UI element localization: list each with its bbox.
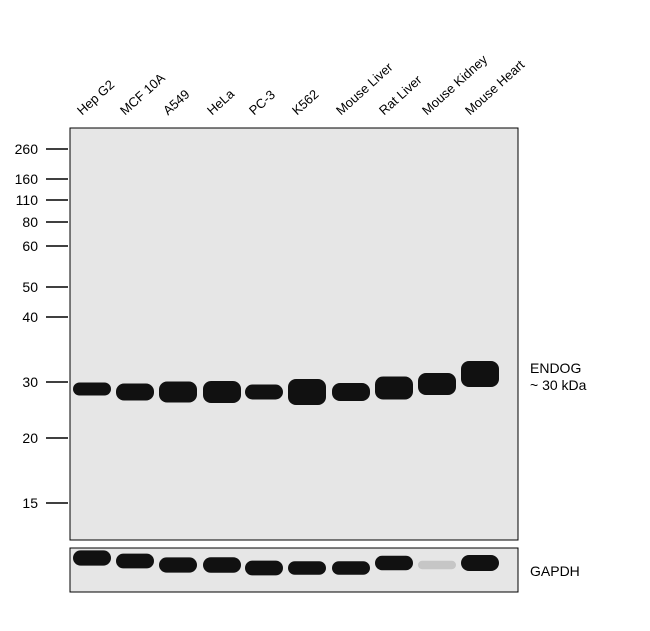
marker-ticks [46,148,68,504]
gapdh-band [332,561,370,575]
main-blot-panel [69,127,519,541]
target-size: ~ 30 kDa [530,377,587,393]
gapdh-band [116,553,154,569]
gapdh-band [73,550,111,566]
endog-band [203,381,241,403]
mw-label: 160 [14,171,38,187]
endog-band [245,384,283,400]
endog-band [73,382,111,396]
endog-bands [73,361,499,405]
endog-band [159,381,197,403]
target-label: ENDOG ~ 30 kDa [530,360,586,394]
gapdh-band [159,557,197,573]
mw-label: 30 [22,374,38,390]
gapdh-band [375,555,413,571]
endog-band [332,383,370,401]
loading-control-label: GAPDH [530,563,580,579]
mw-label: 80 [22,214,38,230]
gapdh-band [203,557,241,573]
gapdh-bands [73,550,499,576]
endog-band [288,379,326,405]
mw-label: 15 [22,495,38,511]
mw-label: 40 [22,309,38,325]
mw-label: 50 [22,279,38,295]
endog-band [116,383,154,401]
endog-band [418,373,456,395]
gapdh-band [418,560,456,570]
gapdh-band [461,555,499,571]
mw-label: 20 [22,430,38,446]
mw-label: 110 [15,192,38,208]
mw-label: 260 [14,141,38,157]
gapdh-band [245,560,283,576]
endog-band [375,376,413,400]
mw-label: 60 [22,238,38,254]
gapdh-band [288,561,326,575]
target-name: ENDOG [530,360,582,376]
endog-band [461,361,499,387]
